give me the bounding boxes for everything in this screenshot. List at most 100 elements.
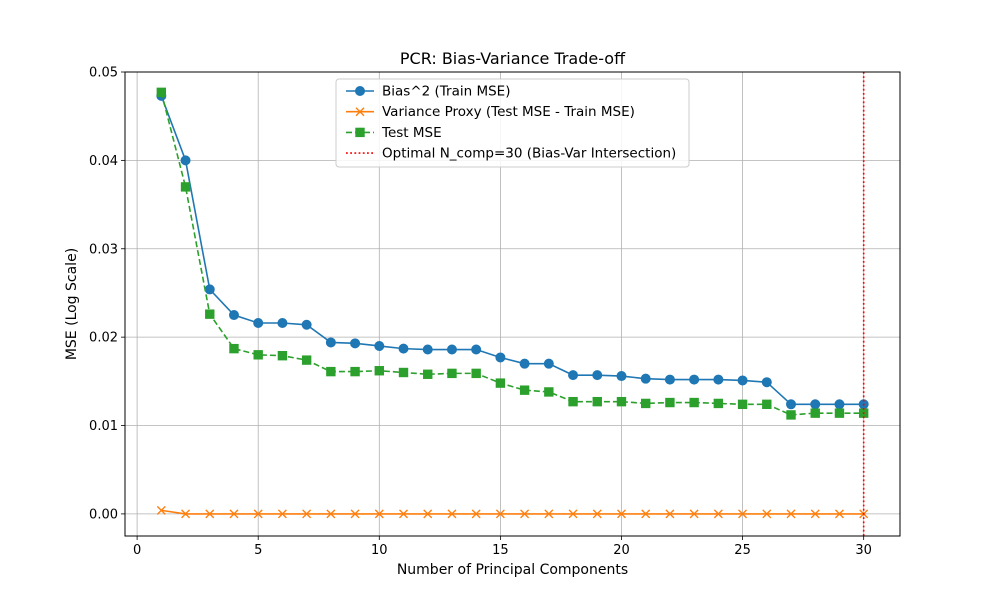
- x-marker-stroke: [326, 509, 336, 519]
- data-point-bias: [664, 374, 675, 385]
- data-point-bias: [350, 338, 361, 349]
- data-point-test-mse: [301, 355, 312, 365]
- y-tick-label: 0.00: [89, 507, 118, 522]
- data-point-bias: [519, 358, 530, 369]
- x-marker-stroke: [834, 509, 844, 519]
- x-marker-stroke: [156, 505, 166, 515]
- legend-swatch-marker: [355, 107, 365, 117]
- y-tick-label: 0.01: [89, 419, 118, 434]
- data-point-test-mse: [641, 398, 651, 409]
- data-point-bias: [786, 399, 797, 410]
- data-point-test-mse: [762, 399, 772, 410]
- data-point-variance: [762, 509, 772, 519]
- data-point-variance: [205, 509, 215, 519]
- x-marker-stroke: [302, 509, 312, 519]
- data-point-test-mse: [447, 368, 457, 379]
- ticks: 0 5 10 15 20 25 30 0.00 0.01 0.02 0.03 0.04 0.05: [89, 66, 872, 559]
- data-point-variance: [374, 509, 384, 519]
- data-point-test-mse: [205, 309, 215, 319]
- data-point-bias: [277, 318, 288, 329]
- x-tick-label: 30: [855, 543, 872, 558]
- series-line-variance: [161, 509, 864, 515]
- data-point-variance: [277, 509, 287, 519]
- y-tick-label: 0.05: [89, 66, 118, 81]
- data-point-test-mse: [253, 350, 263, 360]
- data-point-test-mse: [689, 397, 699, 408]
- data-point-variance: [253, 509, 263, 519]
- x-marker-stroke: [399, 509, 409, 519]
- x-marker-stroke: [689, 509, 699, 519]
- legend-box: [335, 78, 690, 168]
- x-marker-stroke: [471, 509, 481, 519]
- x-axis-label: Number of Principal Components: [397, 562, 628, 578]
- data-point-bias: [325, 337, 336, 348]
- data-point-variance: [423, 509, 433, 519]
- data-point-test-mse: [834, 408, 845, 418]
- data-point-bias: [761, 377, 772, 388]
- data-point-variance: [302, 509, 312, 519]
- data-point-test-mse: [592, 396, 602, 407]
- x-marker-stroke: [616, 509, 626, 519]
- data-point-test-mse: [180, 182, 191, 192]
- data-point-variance: [471, 509, 481, 519]
- legend-entry-label: Variance Proxy (Test MSE - Train MSE): [382, 104, 635, 120]
- data-point-test-mse: [423, 369, 433, 379]
- chart-title: PCR: Bias-Variance Trade-off: [400, 49, 626, 68]
- data-point-variance: [738, 509, 748, 519]
- data-point-bias: [422, 344, 433, 355]
- x-marker-stroke: [592, 509, 602, 519]
- x-tick-label: 25: [734, 543, 751, 558]
- x-tick-label: 0: [133, 543, 141, 558]
- data-point-variance: [181, 509, 191, 519]
- data-point-bias: [228, 310, 239, 321]
- data-point-variance: [350, 509, 360, 519]
- data-point-variance: [665, 509, 675, 519]
- x-marker-stroke: [205, 509, 215, 519]
- data-point-bias: [543, 358, 554, 369]
- data-point-bias: [374, 340, 385, 351]
- x-marker-stroke: [641, 509, 651, 519]
- data-point-variance: [834, 509, 844, 519]
- data-point-bias: [204, 284, 215, 295]
- data-point-test-mse: [229, 343, 239, 354]
- y-tick-label: 0.02: [89, 331, 118, 346]
- data-point-test-mse: [786, 410, 796, 420]
- series-bias: [156, 90, 869, 410]
- x-marker-stroke: [738, 509, 748, 519]
- data-point-test-mse: [616, 396, 627, 407]
- data-point-variance: [326, 509, 336, 519]
- data-point-variance: [495, 509, 505, 519]
- data-point-test-mse: [277, 351, 288, 361]
- data-point-bias: [568, 370, 579, 381]
- data-point-variance: [399, 509, 409, 519]
- data-point-variance: [689, 509, 699, 519]
- y-tick-label: 0.03: [89, 242, 118, 257]
- data-point-variance: [641, 509, 651, 519]
- data-point-bias: [471, 344, 482, 355]
- data-point-bias: [713, 374, 724, 385]
- x-marker-stroke: [810, 509, 820, 519]
- data-point-variance: [156, 505, 166, 515]
- data-point-bias: [180, 155, 191, 166]
- data-point-bias: [810, 399, 821, 410]
- data-point-bias: [592, 370, 603, 381]
- data-point-test-mse: [350, 366, 360, 377]
- x-marker-stroke: [544, 509, 554, 519]
- data-point-test-mse: [544, 387, 554, 397]
- data-point-test-mse: [398, 367, 409, 378]
- data-point-bias: [737, 375, 748, 386]
- data-point-test-mse: [810, 408, 820, 418]
- data-point-variance: [229, 509, 239, 519]
- x-marker-stroke: [713, 509, 723, 519]
- x-marker-stroke: [762, 509, 772, 519]
- x-marker-stroke: [229, 509, 239, 519]
- x-marker-stroke: [786, 509, 796, 519]
- data-point-variance: [544, 509, 554, 519]
- data-point-bias: [398, 343, 409, 354]
- x-marker-stroke: [665, 509, 675, 519]
- x-tick-label: 10: [371, 543, 388, 558]
- data-point-test-mse: [568, 396, 578, 407]
- data-point-variance: [616, 509, 626, 519]
